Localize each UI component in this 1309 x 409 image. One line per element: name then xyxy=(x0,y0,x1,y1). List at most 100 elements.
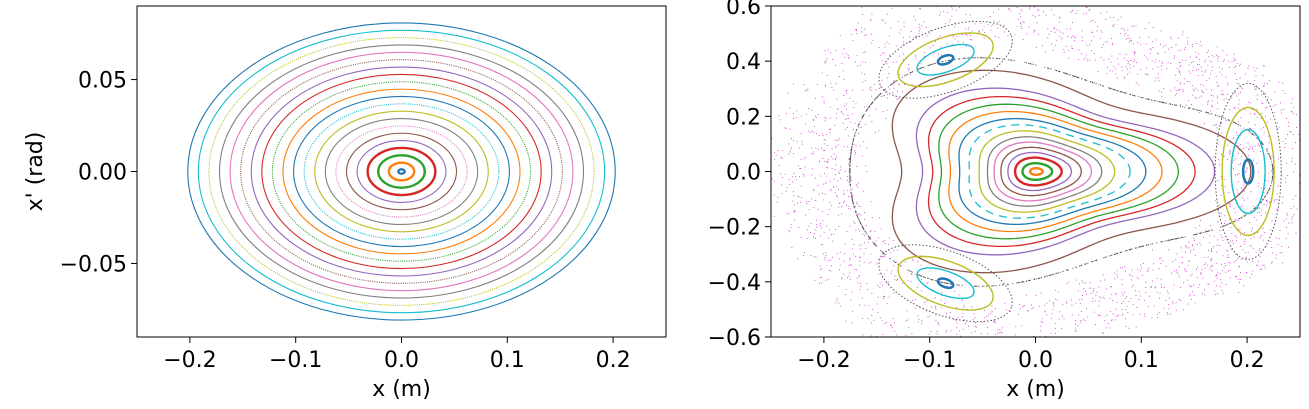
scatter-point xyxy=(945,331,947,333)
scatter-point xyxy=(1206,88,1208,90)
scatter-point xyxy=(856,166,858,167)
scatter-point xyxy=(1202,92,1204,93)
scatter-point xyxy=(1201,90,1203,92)
scatter-point xyxy=(1216,244,1218,246)
scatter-point xyxy=(1035,295,1037,297)
scatter-point xyxy=(1211,70,1213,72)
separatrix-point xyxy=(900,265,902,267)
scatter-point xyxy=(1160,283,1162,285)
scatter-point xyxy=(821,244,822,246)
scatter-point xyxy=(826,57,828,59)
scatter-point xyxy=(1021,325,1023,327)
scatter-point xyxy=(1244,73,1246,75)
separatrix-point xyxy=(1062,72,1064,74)
scatter-point xyxy=(1110,286,1112,288)
scatter-point xyxy=(1147,269,1149,271)
scatter-point xyxy=(949,1,950,2)
scatter-point xyxy=(1282,262,1284,264)
scatter-point xyxy=(829,208,831,210)
scatter-point xyxy=(815,115,817,117)
scatter-point xyxy=(1125,297,1127,299)
scatter-point xyxy=(816,219,817,221)
separatrix-point xyxy=(849,185,851,187)
scatter-point xyxy=(926,282,928,284)
scatter-point xyxy=(820,269,821,271)
scatter-point xyxy=(790,227,792,229)
separatrix-point xyxy=(1117,90,1119,92)
scatter-point xyxy=(1192,94,1194,96)
separatrix-point xyxy=(1207,112,1209,114)
scatter-point xyxy=(1181,262,1183,264)
scatter-point xyxy=(851,179,852,181)
scatter-point xyxy=(877,312,879,313)
orbit-series xyxy=(324,117,479,226)
separatrix-point xyxy=(1219,115,1221,117)
scatter-point xyxy=(1138,299,1140,301)
scatter-point xyxy=(1082,282,1084,284)
scatter-point xyxy=(794,211,795,213)
scatter-point xyxy=(1266,106,1268,108)
scatter-point xyxy=(866,147,868,149)
scatter-point xyxy=(1020,15,1022,17)
separatrix-point xyxy=(1025,280,1027,282)
scatter-point xyxy=(1187,41,1189,43)
scatter-point xyxy=(884,22,886,24)
scatter-point xyxy=(1195,96,1196,98)
scatter-point xyxy=(833,178,835,180)
scatter-point xyxy=(996,332,998,334)
scatter-point xyxy=(1267,180,1269,182)
scatter-point xyxy=(834,139,836,141)
scatter-point xyxy=(870,230,872,232)
separatrix-point xyxy=(907,269,909,271)
scatter-point xyxy=(1018,12,1020,14)
scatter-point xyxy=(852,40,854,42)
island-orbit xyxy=(1241,158,1255,185)
scatter-point xyxy=(1121,314,1123,316)
scatter-point xyxy=(1238,164,1240,166)
separatrix-point xyxy=(849,172,851,174)
scatter-point xyxy=(1296,208,1298,210)
separatrix-point xyxy=(1224,118,1226,120)
scatter-point xyxy=(1126,68,1128,70)
scatter-point xyxy=(946,330,948,331)
scatter-point xyxy=(1100,297,1102,299)
separatrix-point xyxy=(998,58,1000,60)
scatter-point xyxy=(927,282,929,284)
orbit-series xyxy=(345,132,458,211)
scatter-point xyxy=(832,240,834,242)
scatter-point xyxy=(847,276,848,278)
scatter-point xyxy=(1045,14,1047,16)
scatter-point xyxy=(1219,204,1221,206)
scatter-point xyxy=(1175,259,1177,261)
scatter-point xyxy=(1127,37,1129,39)
scatter-point xyxy=(1184,78,1186,80)
scatter-point xyxy=(838,269,840,270)
scatter-point xyxy=(1235,66,1237,68)
scatter-point xyxy=(908,68,910,70)
scatter-point xyxy=(1185,46,1187,48)
scatter-point xyxy=(915,56,917,58)
scatter-point xyxy=(907,279,909,281)
scatter-point xyxy=(958,330,960,332)
separatrix-point xyxy=(1145,244,1147,246)
scatter-point xyxy=(871,292,873,294)
scatter-point xyxy=(871,42,873,44)
scatter-point xyxy=(1176,93,1178,95)
scatter-point xyxy=(1240,206,1242,208)
scatter-point xyxy=(1055,341,1056,342)
scatter-point xyxy=(849,278,851,280)
scatter-point xyxy=(781,157,783,159)
scatter-point xyxy=(843,95,845,97)
scatter-point xyxy=(1046,3,1047,4)
separatrix-point xyxy=(1172,104,1174,106)
scatter-point xyxy=(1074,40,1075,42)
separatrix-point xyxy=(941,281,943,283)
scatter-point xyxy=(1180,49,1182,51)
scatter-point xyxy=(875,240,877,242)
scatter-point xyxy=(884,243,886,244)
separatrix-point xyxy=(1114,253,1116,255)
separatrix-point xyxy=(1108,255,1110,257)
scatter-point xyxy=(1081,280,1083,282)
scatter-point xyxy=(881,320,883,322)
scatter-point xyxy=(861,317,863,319)
